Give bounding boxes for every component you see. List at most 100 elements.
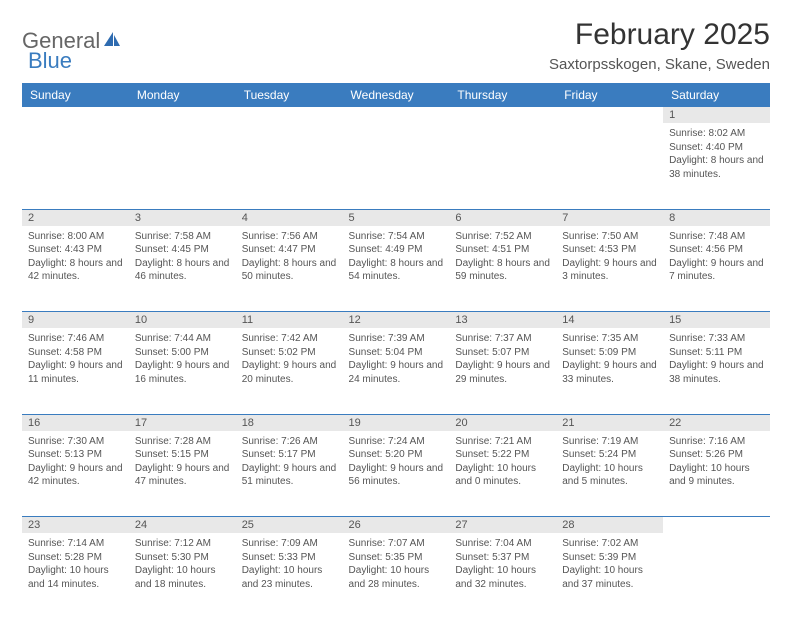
day-text: Sunrise: 7:02 AM Sunset: 5:39 PM Dayligh… xyxy=(562,537,657,591)
day-cell: Sunrise: 8:02 AM Sunset: 4:40 PM Dayligh… xyxy=(663,123,770,209)
location: Saxtorpsskogen, Skane, Sweden xyxy=(549,56,770,73)
day-cell: Sunrise: 7:44 AM Sunset: 5:00 PM Dayligh… xyxy=(129,328,236,414)
day-number: 28 xyxy=(556,517,663,534)
day-number: 16 xyxy=(22,414,129,431)
weekday-header: Friday xyxy=(556,83,663,107)
day-cell: Sunrise: 7:12 AM Sunset: 5:30 PM Dayligh… xyxy=(129,533,236,619)
title-block: February 2025 Saxtorpsskogen, Skane, Swe… xyxy=(549,18,770,73)
week-row: Sunrise: 8:02 AM Sunset: 4:40 PM Dayligh… xyxy=(22,123,770,209)
day-number xyxy=(663,517,770,534)
day-number: 2 xyxy=(22,209,129,226)
weekday-header: Monday xyxy=(129,83,236,107)
day-cell: Sunrise: 7:16 AM Sunset: 5:26 PM Dayligh… xyxy=(663,431,770,517)
day-cell: Sunrise: 7:21 AM Sunset: 5:22 PM Dayligh… xyxy=(449,431,556,517)
day-cell: Sunrise: 7:04 AM Sunset: 5:37 PM Dayligh… xyxy=(449,533,556,619)
day-number: 15 xyxy=(663,312,770,329)
day-text: Sunrise: 7:48 AM Sunset: 4:56 PM Dayligh… xyxy=(669,230,764,284)
day-text: Sunrise: 7:26 AM Sunset: 5:17 PM Dayligh… xyxy=(242,435,337,489)
header: General February 2025 Saxtorpsskogen, Sk… xyxy=(22,18,770,73)
day-cell xyxy=(343,123,450,209)
day-text: Sunrise: 7:44 AM Sunset: 5:00 PM Dayligh… xyxy=(135,332,230,386)
day-text: Sunrise: 7:52 AM Sunset: 4:51 PM Dayligh… xyxy=(455,230,550,284)
day-text: Sunrise: 7:54 AM Sunset: 4:49 PM Dayligh… xyxy=(349,230,444,284)
day-text: Sunrise: 7:14 AM Sunset: 5:28 PM Dayligh… xyxy=(28,537,123,591)
logo-text-blue: Blue xyxy=(28,48,72,73)
day-number: 26 xyxy=(343,517,450,534)
day-cell: Sunrise: 8:00 AM Sunset: 4:43 PM Dayligh… xyxy=(22,226,129,312)
day-cell: Sunrise: 7:33 AM Sunset: 5:11 PM Dayligh… xyxy=(663,328,770,414)
month-title: February 2025 xyxy=(549,18,770,52)
day-number: 19 xyxy=(343,414,450,431)
weekday-header-row: Sunday Monday Tuesday Wednesday Thursday… xyxy=(22,83,770,107)
day-number: 9 xyxy=(22,312,129,329)
weekday-header: Tuesday xyxy=(236,83,343,107)
day-cell: Sunrise: 7:56 AM Sunset: 4:47 PM Dayligh… xyxy=(236,226,343,312)
day-text: Sunrise: 7:21 AM Sunset: 5:22 PM Dayligh… xyxy=(455,435,550,489)
day-number: 8 xyxy=(663,209,770,226)
day-number: 6 xyxy=(449,209,556,226)
daynum-row: 9101112131415 xyxy=(22,312,770,329)
day-number: 5 xyxy=(343,209,450,226)
day-number xyxy=(236,107,343,123)
day-cell: Sunrise: 7:26 AM Sunset: 5:17 PM Dayligh… xyxy=(236,431,343,517)
day-text: Sunrise: 7:12 AM Sunset: 5:30 PM Dayligh… xyxy=(135,537,230,591)
day-number: 10 xyxy=(129,312,236,329)
day-text: Sunrise: 8:02 AM Sunset: 4:40 PM Dayligh… xyxy=(669,127,764,181)
day-cell: Sunrise: 7:09 AM Sunset: 5:33 PM Dayligh… xyxy=(236,533,343,619)
day-text: Sunrise: 7:09 AM Sunset: 5:33 PM Dayligh… xyxy=(242,537,337,591)
daynum-row: 16171819202122 xyxy=(22,414,770,431)
day-number: 13 xyxy=(449,312,556,329)
day-cell: Sunrise: 7:14 AM Sunset: 5:28 PM Dayligh… xyxy=(22,533,129,619)
daynum-row: 1 xyxy=(22,107,770,123)
day-number: 12 xyxy=(343,312,450,329)
day-number: 25 xyxy=(236,517,343,534)
day-number: 3 xyxy=(129,209,236,226)
day-cell: Sunrise: 7:28 AM Sunset: 5:15 PM Dayligh… xyxy=(129,431,236,517)
day-text: Sunrise: 7:04 AM Sunset: 5:37 PM Dayligh… xyxy=(455,537,550,591)
day-number: 22 xyxy=(663,414,770,431)
day-text: Sunrise: 7:50 AM Sunset: 4:53 PM Dayligh… xyxy=(562,230,657,284)
day-cell: Sunrise: 7:37 AM Sunset: 5:07 PM Dayligh… xyxy=(449,328,556,414)
day-number: 17 xyxy=(129,414,236,431)
day-text: Sunrise: 7:16 AM Sunset: 5:26 PM Dayligh… xyxy=(669,435,764,489)
day-cell xyxy=(236,123,343,209)
day-number xyxy=(343,107,450,123)
day-cell xyxy=(129,123,236,209)
day-number: 14 xyxy=(556,312,663,329)
day-text: Sunrise: 7:24 AM Sunset: 5:20 PM Dayligh… xyxy=(349,435,444,489)
day-number: 20 xyxy=(449,414,556,431)
day-cell: Sunrise: 7:07 AM Sunset: 5:35 PM Dayligh… xyxy=(343,533,450,619)
sail-icon xyxy=(102,28,122,54)
day-cell: Sunrise: 7:50 AM Sunset: 4:53 PM Dayligh… xyxy=(556,226,663,312)
day-number: 24 xyxy=(129,517,236,534)
day-number: 23 xyxy=(22,517,129,534)
day-text: Sunrise: 8:00 AM Sunset: 4:43 PM Dayligh… xyxy=(28,230,123,284)
day-number xyxy=(22,107,129,123)
day-text: Sunrise: 7:30 AM Sunset: 5:13 PM Dayligh… xyxy=(28,435,123,489)
day-number xyxy=(129,107,236,123)
week-row: Sunrise: 7:46 AM Sunset: 4:58 PM Dayligh… xyxy=(22,328,770,414)
day-number: 18 xyxy=(236,414,343,431)
calendar-table: Sunday Monday Tuesday Wednesday Thursday… xyxy=(22,83,770,619)
day-cell: Sunrise: 7:46 AM Sunset: 4:58 PM Dayligh… xyxy=(22,328,129,414)
week-row: Sunrise: 7:14 AM Sunset: 5:28 PM Dayligh… xyxy=(22,533,770,619)
week-row: Sunrise: 8:00 AM Sunset: 4:43 PM Dayligh… xyxy=(22,226,770,312)
day-number: 4 xyxy=(236,209,343,226)
day-text: Sunrise: 7:33 AM Sunset: 5:11 PM Dayligh… xyxy=(669,332,764,386)
day-cell xyxy=(22,123,129,209)
day-number xyxy=(449,107,556,123)
day-text: Sunrise: 7:39 AM Sunset: 5:04 PM Dayligh… xyxy=(349,332,444,386)
day-text: Sunrise: 7:35 AM Sunset: 5:09 PM Dayligh… xyxy=(562,332,657,386)
day-cell: Sunrise: 7:24 AM Sunset: 5:20 PM Dayligh… xyxy=(343,431,450,517)
day-text: Sunrise: 7:19 AM Sunset: 5:24 PM Dayligh… xyxy=(562,435,657,489)
day-text: Sunrise: 7:28 AM Sunset: 5:15 PM Dayligh… xyxy=(135,435,230,489)
day-cell: Sunrise: 7:39 AM Sunset: 5:04 PM Dayligh… xyxy=(343,328,450,414)
day-text: Sunrise: 7:46 AM Sunset: 4:58 PM Dayligh… xyxy=(28,332,123,386)
day-number xyxy=(556,107,663,123)
day-cell: Sunrise: 7:52 AM Sunset: 4:51 PM Dayligh… xyxy=(449,226,556,312)
day-number: 7 xyxy=(556,209,663,226)
day-number: 1 xyxy=(663,107,770,123)
day-text: Sunrise: 7:37 AM Sunset: 5:07 PM Dayligh… xyxy=(455,332,550,386)
day-cell: Sunrise: 7:54 AM Sunset: 4:49 PM Dayligh… xyxy=(343,226,450,312)
weekday-header: Wednesday xyxy=(343,83,450,107)
